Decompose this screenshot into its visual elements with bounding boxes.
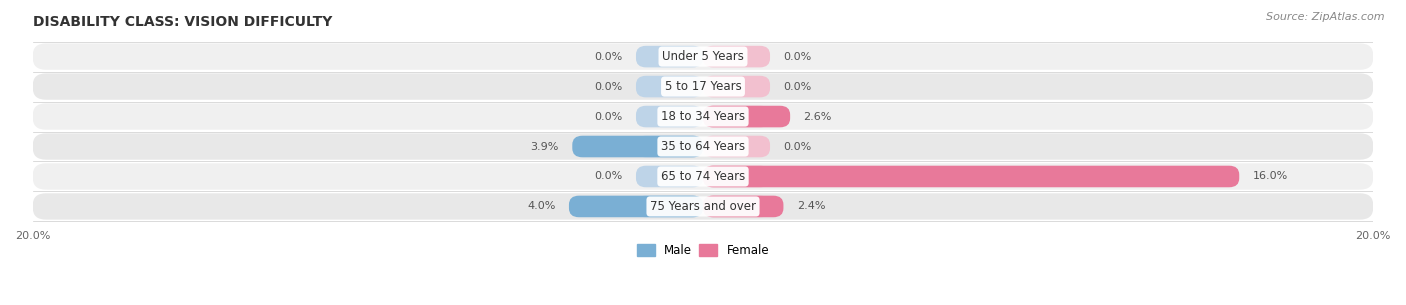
FancyBboxPatch shape [636,166,703,187]
Text: 0.0%: 0.0% [595,81,623,92]
FancyBboxPatch shape [32,163,1374,190]
Text: 5 to 17 Years: 5 to 17 Years [665,80,741,93]
Legend: Male, Female: Male, Female [633,239,773,262]
Text: Source: ZipAtlas.com: Source: ZipAtlas.com [1267,12,1385,22]
FancyBboxPatch shape [32,43,1374,70]
Text: 2.6%: 2.6% [804,112,832,121]
FancyBboxPatch shape [636,76,703,97]
FancyBboxPatch shape [703,46,770,67]
FancyBboxPatch shape [703,106,770,127]
Text: 3.9%: 3.9% [530,142,558,152]
Text: 0.0%: 0.0% [595,52,623,62]
Text: 0.0%: 0.0% [595,112,623,121]
FancyBboxPatch shape [703,106,790,127]
Text: 35 to 64 Years: 35 to 64 Years [661,140,745,153]
FancyBboxPatch shape [32,193,1374,220]
FancyBboxPatch shape [636,106,703,127]
FancyBboxPatch shape [636,196,703,217]
FancyBboxPatch shape [703,166,1239,187]
Text: 16.0%: 16.0% [1253,171,1288,181]
FancyBboxPatch shape [703,166,770,187]
Text: 4.0%: 4.0% [527,202,555,211]
Text: DISABILITY CLASS: VISION DIFFICULTY: DISABILITY CLASS: VISION DIFFICULTY [32,15,332,29]
Text: 0.0%: 0.0% [783,52,811,62]
Text: 65 to 74 Years: 65 to 74 Years [661,170,745,183]
Text: 0.0%: 0.0% [783,81,811,92]
FancyBboxPatch shape [703,136,770,157]
Text: 0.0%: 0.0% [783,142,811,152]
Text: 2.4%: 2.4% [797,202,825,211]
FancyBboxPatch shape [636,46,703,67]
FancyBboxPatch shape [569,196,703,217]
FancyBboxPatch shape [32,74,1374,100]
FancyBboxPatch shape [32,133,1374,160]
Text: Under 5 Years: Under 5 Years [662,50,744,63]
Text: 0.0%: 0.0% [595,171,623,181]
Text: 75 Years and over: 75 Years and over [650,200,756,213]
Text: 18 to 34 Years: 18 to 34 Years [661,110,745,123]
FancyBboxPatch shape [703,196,783,217]
FancyBboxPatch shape [703,76,770,97]
FancyBboxPatch shape [636,136,703,157]
FancyBboxPatch shape [32,103,1374,130]
FancyBboxPatch shape [703,196,770,217]
FancyBboxPatch shape [572,136,703,157]
